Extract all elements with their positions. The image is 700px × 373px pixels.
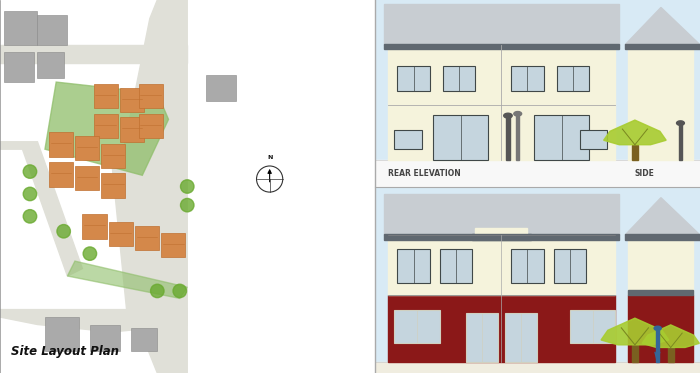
Bar — [629, 235, 694, 362]
Bar — [4, 52, 34, 82]
Bar — [398, 249, 430, 283]
Bar — [534, 115, 589, 160]
Bar — [631, 345, 638, 362]
Bar — [440, 249, 473, 283]
Circle shape — [504, 113, 512, 118]
Bar — [90, 325, 120, 351]
Bar — [433, 115, 489, 160]
Bar — [94, 84, 118, 108]
Bar — [472, 234, 531, 240]
Bar — [556, 66, 589, 91]
Bar — [394, 130, 421, 149]
Bar — [629, 295, 694, 362]
Polygon shape — [0, 45, 188, 63]
Circle shape — [83, 247, 97, 260]
Bar — [475, 228, 528, 235]
Bar — [679, 123, 682, 160]
Polygon shape — [642, 325, 699, 348]
Bar — [49, 132, 73, 157]
Bar — [394, 310, 440, 343]
Circle shape — [677, 121, 685, 125]
Bar — [374, 160, 700, 186]
Bar — [75, 136, 99, 160]
Bar — [505, 313, 538, 362]
Polygon shape — [67, 261, 188, 298]
Bar — [49, 162, 73, 186]
Bar — [38, 52, 64, 78]
Bar — [38, 15, 67, 45]
Text: REAR ELEVATION: REAR ELEVATION — [388, 169, 461, 178]
Bar — [94, 114, 118, 138]
Bar — [388, 45, 615, 160]
Circle shape — [514, 112, 522, 116]
Bar — [139, 114, 163, 138]
Circle shape — [23, 210, 36, 223]
Bar — [131, 328, 158, 351]
Bar — [83, 214, 106, 239]
Circle shape — [181, 198, 194, 212]
Circle shape — [57, 225, 71, 238]
Circle shape — [256, 166, 283, 192]
Polygon shape — [112, 0, 188, 373]
Bar — [511, 66, 544, 91]
Bar — [506, 116, 510, 160]
Bar — [580, 130, 607, 149]
Bar — [388, 235, 615, 295]
Bar — [45, 317, 78, 351]
Text: SIDE: SIDE — [635, 169, 654, 178]
Bar — [388, 295, 615, 362]
Bar — [632, 145, 638, 160]
Bar — [511, 249, 544, 283]
Text: Site Layout Plan: Site Layout Plan — [11, 345, 119, 358]
Polygon shape — [625, 198, 700, 235]
Bar — [4, 11, 37, 45]
Bar — [139, 84, 163, 108]
Bar — [135, 226, 159, 250]
Bar — [625, 44, 700, 50]
Bar — [656, 328, 659, 362]
Bar — [570, 310, 615, 343]
Polygon shape — [45, 82, 169, 175]
Polygon shape — [0, 142, 83, 276]
Bar — [384, 4, 619, 45]
Bar — [75, 166, 99, 190]
Bar — [120, 88, 144, 112]
Circle shape — [173, 284, 186, 298]
Bar — [466, 313, 498, 362]
Bar — [443, 66, 475, 91]
Bar — [206, 75, 236, 101]
Text: N: N — [267, 156, 272, 160]
Polygon shape — [601, 318, 668, 345]
Bar — [554, 249, 586, 283]
Circle shape — [181, 180, 194, 193]
Bar — [398, 66, 430, 91]
Bar — [108, 222, 133, 246]
Polygon shape — [603, 120, 666, 145]
Bar — [384, 194, 619, 235]
Bar — [629, 45, 694, 160]
Bar — [120, 117, 144, 142]
Bar — [668, 348, 673, 362]
Circle shape — [23, 165, 36, 178]
Bar — [516, 114, 519, 160]
Polygon shape — [625, 7, 700, 45]
Bar — [161, 233, 186, 257]
Circle shape — [150, 284, 164, 298]
Bar — [374, 362, 700, 373]
Bar — [101, 173, 125, 198]
Bar — [384, 234, 619, 240]
Bar — [384, 44, 619, 50]
Bar — [625, 234, 700, 240]
Circle shape — [654, 326, 662, 330]
Polygon shape — [0, 310, 188, 332]
Bar — [629, 290, 694, 295]
Circle shape — [23, 187, 36, 201]
Bar — [101, 144, 125, 168]
